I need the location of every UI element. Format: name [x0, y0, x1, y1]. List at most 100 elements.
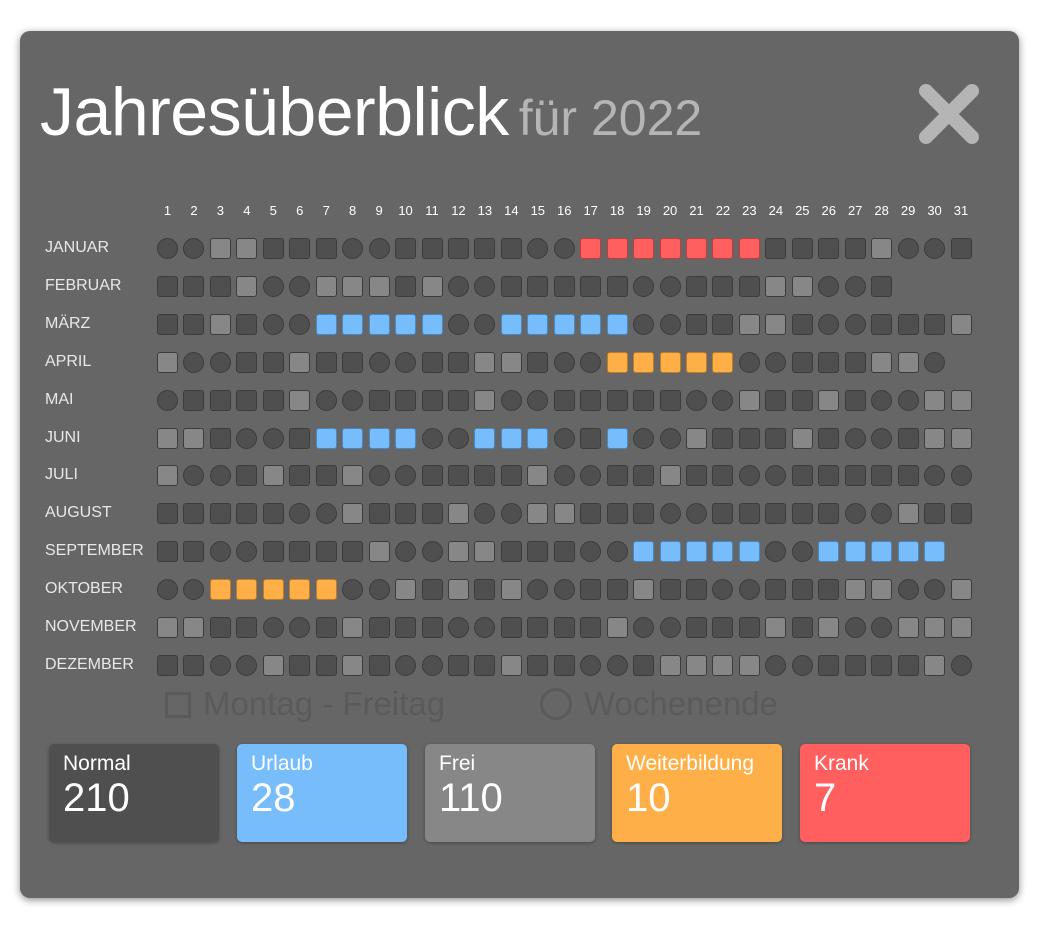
day-cell[interactable] [236, 617, 258, 638]
day-cell[interactable] [236, 313, 258, 335]
day-cell[interactable] [157, 541, 178, 563]
day-cell[interactable] [606, 351, 628, 373]
day-cell[interactable] [209, 389, 231, 411]
day-cell[interactable] [950, 617, 972, 638]
day-cell[interactable] [791, 427, 813, 449]
day-cell[interactable] [633, 465, 655, 487]
day-cell[interactable] [791, 275, 813, 297]
day-cell[interactable] [474, 275, 496, 297]
day-cell[interactable] [262, 275, 284, 297]
day-cell[interactable] [924, 427, 946, 449]
day-cell[interactable] [633, 313, 655, 335]
day-cell[interactable] [315, 238, 337, 259]
day-cell[interactable] [289, 238, 311, 259]
day-cell[interactable] [818, 503, 840, 525]
day-cell[interactable] [818, 654, 840, 676]
day-cell[interactable] [395, 503, 417, 525]
day-cell[interactable] [236, 579, 258, 601]
day-cell[interactable] [686, 654, 707, 676]
day-cell[interactable] [262, 654, 284, 676]
day-cell[interactable] [395, 389, 417, 411]
day-cell[interactable] [738, 579, 760, 601]
day-cell[interactable] [289, 503, 311, 525]
day-cell[interactable] [553, 465, 575, 487]
day-cell[interactable] [633, 389, 655, 411]
day-cell[interactable] [527, 389, 549, 411]
day-cell[interactable] [289, 389, 311, 411]
day-cell[interactable] [289, 654, 311, 676]
day-cell[interactable] [844, 238, 866, 259]
day-cell[interactable] [818, 579, 840, 601]
day-cell[interactable] [183, 579, 205, 601]
day-cell[interactable] [897, 579, 919, 601]
day-cell[interactable] [368, 465, 390, 487]
day-cell[interactable] [659, 503, 681, 525]
day-cell[interactable] [791, 617, 813, 638]
day-cell[interactable] [368, 579, 390, 601]
day-cell[interactable] [421, 617, 443, 638]
day-cell[interactable] [686, 313, 707, 335]
day-cell[interactable] [686, 617, 707, 638]
day-cell[interactable] [844, 313, 866, 335]
day-cell[interactable] [183, 238, 205, 259]
day-cell[interactable] [738, 503, 760, 525]
day-cell[interactable] [897, 313, 919, 335]
day-cell[interactable] [262, 465, 284, 487]
day-cell[interactable] [527, 275, 549, 297]
day-cell[interactable] [924, 541, 946, 563]
day-cell[interactable] [924, 465, 946, 487]
day-cell[interactable] [395, 654, 417, 676]
day-cell[interactable] [659, 389, 681, 411]
day-cell[interactable] [395, 275, 417, 297]
day-cell[interactable] [262, 313, 284, 335]
day-cell[interactable] [765, 427, 787, 449]
day-cell[interactable] [659, 654, 681, 676]
day-cell[interactable] [183, 313, 205, 335]
day-cell[interactable] [712, 579, 734, 601]
day-cell[interactable] [262, 389, 284, 411]
day-cell[interactable] [738, 654, 760, 676]
day-cell[interactable] [950, 654, 972, 676]
day-cell[interactable] [738, 275, 760, 297]
day-cell[interactable] [765, 313, 787, 335]
day-cell[interactable] [950, 503, 972, 525]
day-cell[interactable] [897, 427, 919, 449]
day-cell[interactable] [289, 541, 311, 563]
day-cell[interactable] [421, 313, 443, 335]
day-cell[interactable] [950, 465, 972, 487]
day-cell[interactable] [209, 351, 231, 373]
day-cell[interactable] [474, 654, 496, 676]
day-cell[interactable] [315, 617, 337, 638]
day-cell[interactable] [315, 654, 337, 676]
day-cell[interactable] [157, 617, 178, 638]
day-cell[interactable] [500, 351, 522, 373]
day-cell[interactable] [368, 654, 390, 676]
day-cell[interactable] [844, 654, 866, 676]
day-cell[interactable] [183, 617, 205, 638]
day-cell[interactable] [315, 313, 337, 335]
day-cell[interactable] [368, 617, 390, 638]
day-cell[interactable] [871, 275, 893, 297]
day-cell[interactable] [447, 541, 469, 563]
day-cell[interactable] [527, 465, 549, 487]
day-cell[interactable] [606, 389, 628, 411]
day-cell[interactable] [924, 654, 946, 676]
day-cell[interactable] [580, 503, 602, 525]
day-cell[interactable] [500, 389, 522, 411]
day-cell[interactable] [738, 617, 760, 638]
day-cell[interactable] [553, 541, 575, 563]
day-cell[interactable] [500, 503, 522, 525]
day-cell[interactable] [791, 238, 813, 259]
day-cell[interactable] [871, 313, 893, 335]
day-cell[interactable] [765, 617, 787, 638]
day-cell[interactable] [950, 427, 972, 449]
day-cell[interactable] [738, 465, 760, 487]
day-cell[interactable] [659, 541, 681, 563]
day-cell[interactable] [209, 617, 231, 638]
day-cell[interactable] [262, 617, 284, 638]
day-cell[interactable] [606, 465, 628, 487]
day-cell[interactable] [315, 541, 337, 563]
day-cell[interactable] [580, 351, 602, 373]
day-cell[interactable] [738, 313, 760, 335]
day-cell[interactable] [315, 579, 337, 601]
